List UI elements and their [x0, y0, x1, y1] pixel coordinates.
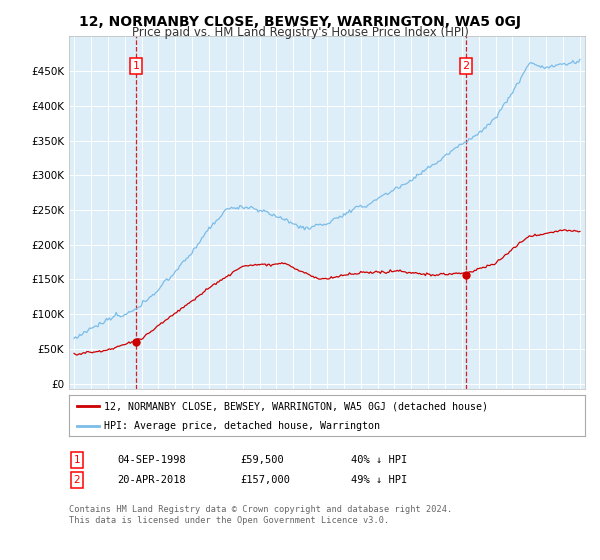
Text: 04-SEP-1998: 04-SEP-1998 — [117, 455, 186, 465]
Text: 40% ↓ HPI: 40% ↓ HPI — [351, 455, 407, 465]
Text: 1: 1 — [73, 455, 80, 465]
Text: 49% ↓ HPI: 49% ↓ HPI — [351, 475, 407, 485]
Text: 2: 2 — [463, 61, 470, 71]
Text: 1: 1 — [133, 61, 139, 71]
Text: £59,500: £59,500 — [240, 455, 284, 465]
Text: 2: 2 — [73, 475, 80, 485]
Text: Contains HM Land Registry data © Crown copyright and database right 2024.
This d: Contains HM Land Registry data © Crown c… — [69, 505, 452, 525]
Text: 12, NORMANBY CLOSE, BEWSEY, WARRINGTON, WA5 0GJ: 12, NORMANBY CLOSE, BEWSEY, WARRINGTON, … — [79, 15, 521, 29]
Text: HPI: Average price, detached house, Warrington: HPI: Average price, detached house, Warr… — [104, 421, 380, 431]
Text: £157,000: £157,000 — [240, 475, 290, 485]
Text: Price paid vs. HM Land Registry's House Price Index (HPI): Price paid vs. HM Land Registry's House … — [131, 26, 469, 39]
Text: 20-APR-2018: 20-APR-2018 — [117, 475, 186, 485]
Text: 12, NORMANBY CLOSE, BEWSEY, WARRINGTON, WA5 0GJ (detached house): 12, NORMANBY CLOSE, BEWSEY, WARRINGTON, … — [104, 402, 488, 411]
